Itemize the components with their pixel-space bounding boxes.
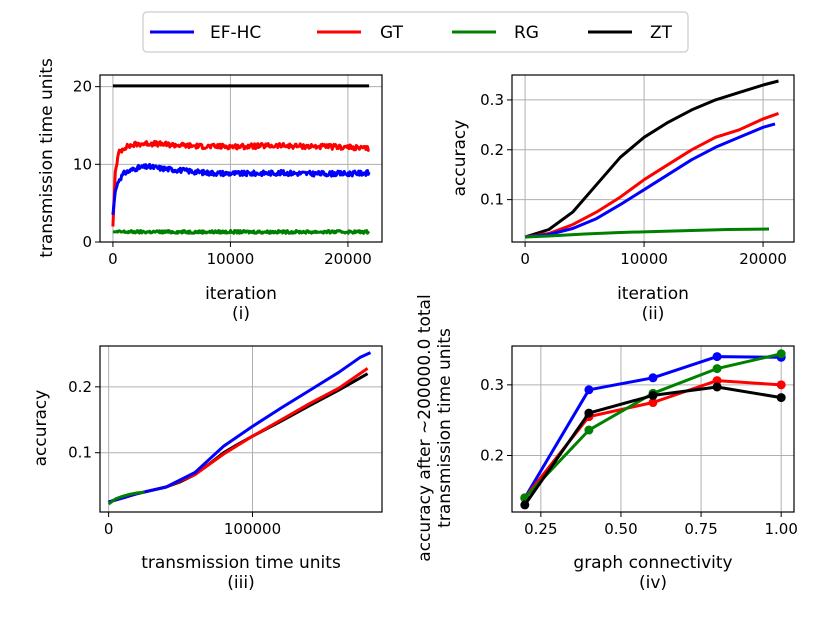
series-point-rg [584,425,594,435]
series-line-rg [107,490,145,506]
series-line-rg [112,229,371,235]
y-tick-label: 0 [82,233,92,251]
legend: EF-HC GT RG ZT [142,11,689,53]
x-tick-label: 100000 [224,520,281,538]
x-tick-label: 0.25 [524,520,557,538]
x-tick-label: 0.75 [684,520,717,538]
panel-i: 0 10000 20000 0 10 20 iteration(i) transmission… [37,58,383,324]
x-tick-label: 0 [104,520,114,538]
series-point-ef-hc [712,352,722,362]
panel-caption: (i) [232,304,250,324]
plot-frame [99,74,383,243]
x-axis-label: iteration [205,284,277,304]
series-point-zt [520,500,530,510]
x-tick-label: 20000 [324,250,372,268]
series-line-ef-hc [524,122,776,239]
y-tick-label: 0.3 [480,91,504,109]
x-axis-label: iteration [617,284,689,304]
y-tick-label: 0.2 [480,446,504,464]
series-point-ef-hc [648,373,658,383]
x-axis-label: graph connectivity [573,553,732,573]
series-point-gt [776,380,786,390]
legend-label-zt: ZT [650,23,673,43]
panel-ii: 0 10000 20000 0.1 0.2 0.3 iteration(ii) accurac… [450,74,795,324]
y-axis-label-line2: transmission time units [435,328,455,528]
series-line-gt [524,111,780,239]
y-axis-label: transmission time units [37,58,57,258]
series-line-rg [525,227,770,239]
plot-frame [99,345,383,513]
y-tick-label: 0.2 [480,141,504,159]
x-tick-label: 10000 [207,250,255,268]
series-point-zt [584,408,594,418]
series-point-rg [776,349,786,359]
y-tick-label: 0.1 [480,191,504,209]
x-tick-label: 0 [108,250,118,268]
series-line-ef-hc [111,163,371,215]
series-point-ef-hc [584,385,594,395]
y-tick-label: 10 [73,155,92,173]
series-point-gt [648,398,658,408]
plot-frame [511,74,795,243]
series-line-gt [111,140,370,227]
x-tick-label: 0.50 [604,520,637,538]
series-point-zt [776,393,786,403]
x-tick-label: 1.00 [764,520,797,538]
legend-label-ef-hc: EF-HC [210,23,261,43]
series-point-rg [712,364,722,374]
x-tick-label: 10000 [620,250,668,268]
plot-frame [511,345,795,513]
legend-label-rg: RG [514,23,539,43]
series-line-ef-hc [108,351,372,504]
y-axis-label: accuracy [450,120,470,197]
legend-label-gt: GT [380,23,404,43]
series-point-zt [648,390,658,400]
panel-caption: (iii) [227,573,254,593]
series-point-gt [712,376,722,386]
x-tick-label: 20000 [739,250,787,268]
y-tick-label: 0.1 [68,444,92,462]
panel-caption: (iv) [639,573,667,593]
y-axis-label: accuracy [31,390,51,467]
panel-iv: 0.25 0.50 0.75 1.00 0.2 0.3 graph connectivity… [415,294,798,593]
panel-iii: 0 100000 0.1 0.2 transmission time units(iii… [31,345,383,593]
series-point-zt [712,382,722,392]
panel-caption: (ii) [642,304,665,324]
y-axis-label: accuracy after ~200000.0 total [415,294,435,561]
y-tick-label: 20 [73,78,92,96]
x-tick-label: 0 [520,250,530,268]
y-tick-label: 0.2 [68,378,92,396]
series-line-zt [524,79,779,239]
y-tick-label: 0.3 [480,376,504,394]
legend-frame [142,11,689,53]
x-axis-label: transmission time units [141,553,341,573]
